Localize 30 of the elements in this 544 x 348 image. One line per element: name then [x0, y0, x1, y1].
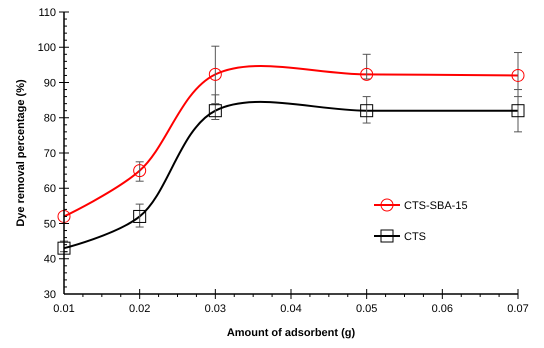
point	[512, 104, 524, 118]
y-tick-label: 110	[38, 6, 56, 19]
y-tick-label: 80	[44, 112, 56, 125]
point	[133, 210, 146, 223]
y-tick-label: 70	[44, 148, 56, 160]
x-axis-title: Amount of adsorbent (g)	[226, 327, 356, 339]
point	[360, 104, 374, 118]
x-tick-label: 0.03	[204, 303, 226, 315]
x-tick-label: 0.02	[128, 303, 150, 315]
y-tick-label: 90	[44, 77, 56, 90]
x-tick-label: 0.04	[280, 303, 302, 315]
x-tick-label: 0.05	[356, 303, 378, 315]
legend-label: CTS-SBA-15	[404, 200, 468, 212]
x-tick-label: 0.07	[507, 303, 529, 315]
point	[133, 164, 146, 178]
point	[58, 242, 70, 255]
point	[58, 210, 70, 223]
x-tick-label: 0.01	[53, 303, 75, 315]
y-tick-label: 50	[44, 218, 56, 230]
y-axis-title: Dye removal percentage (%)	[15, 79, 27, 227]
point	[360, 68, 374, 81]
legend-label: CTS	[404, 230, 426, 243]
y-tick-label: 30	[44, 288, 56, 301]
y-tick-label: 60	[44, 183, 56, 196]
point	[208, 68, 222, 81]
point	[208, 104, 222, 118]
y-tick-label: 40	[44, 254, 56, 266]
y-tick-label: 100	[38, 42, 56, 54]
x-tick-label: 0.06	[432, 303, 454, 315]
point	[512, 68, 524, 82]
